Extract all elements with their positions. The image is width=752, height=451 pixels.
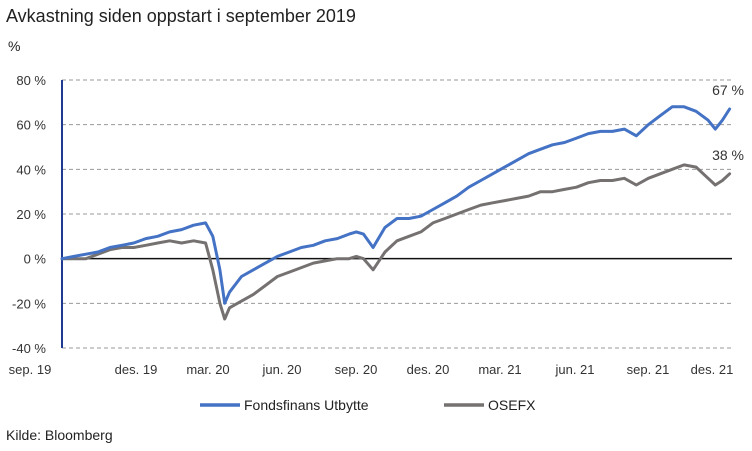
grid-lines: [62, 79, 732, 349]
x-tick-label: mar. 21: [478, 362, 521, 377]
x-tick-label: jun. 21: [554, 362, 594, 377]
x-tick-label: jun. 20: [261, 362, 301, 377]
series-line-fondsfinans-utbytte: [60, 105, 732, 305]
series-line-osefx: [60, 163, 732, 321]
source-note: Kilde: Bloomberg: [6, 427, 113, 443]
legend-label: Fondsfinans Utbytte: [244, 397, 369, 413]
y-tick-label: 0 %: [24, 252, 47, 267]
x-tick-label: des. 19: [115, 362, 158, 377]
end-label-fondsfinans-utbytte: 67 %: [712, 82, 744, 98]
y-axis-unit-label: %: [8, 38, 21, 54]
y-tick-label: -20 %: [12, 296, 46, 311]
y-tick-label: 20 %: [16, 207, 46, 222]
end-label-osefx: 38 %: [712, 147, 744, 163]
y-tick-label: -40 %: [12, 341, 46, 356]
x-tick-label: mar. 20: [186, 362, 229, 377]
x-tick-label: des. 21: [691, 362, 734, 377]
legend-label: OSEFX: [488, 397, 536, 413]
x-axis-ticks: sep. 19 des. 19 mar. 20 jun. 20 sep. 20 des. …: [9, 362, 734, 377]
y-tick-label: 40 %: [16, 162, 46, 177]
chart-title: Avkastning siden oppstart i september 20…: [6, 6, 356, 26]
legend: Fondsfinans Utbytte OSEFX: [200, 397, 536, 413]
x-tick-label: sep. 20: [335, 362, 378, 377]
y-tick-label: 80 %: [16, 73, 46, 88]
y-axis-ticks: -40 % -20 % 0 % 20 % 40 % 60 % 80 %: [12, 73, 46, 356]
x-tick-label: des. 20: [407, 362, 450, 377]
end-labels: 67 % 38 %: [712, 82, 744, 163]
y-tick-label: 60 %: [16, 118, 46, 133]
x-tick-label: sep. 19: [9, 362, 52, 377]
x-tick-label: sep. 21: [627, 362, 670, 377]
series-lines: [60, 105, 732, 321]
